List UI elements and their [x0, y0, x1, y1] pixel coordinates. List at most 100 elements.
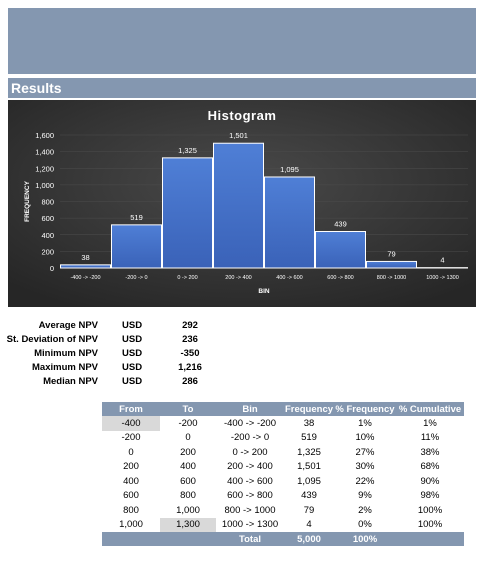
total-percent: 100%: [334, 532, 396, 546]
histogram-bar: [366, 260, 417, 269]
y-tick-label: 1,000: [35, 181, 54, 190]
cell-to[interactable]: 1,300: [160, 517, 216, 532]
cell-pct-cumulative[interactable]: 98%: [420, 490, 440, 502]
y-tick-label: 1,400: [35, 148, 54, 157]
chart-title: Histogram: [208, 108, 277, 123]
histogram-bar: [111, 224, 162, 269]
cell-pct-frequency[interactable]: 22%: [355, 475, 375, 487]
table-row: 200 400 200 -> 400 1,501 30% 68%: [102, 460, 464, 475]
table-row: -400 -200 -400 -> -200 38 1% 1%: [102, 416, 464, 431]
cell-from[interactable]: 600: [123, 490, 139, 502]
cell-pct-cumulative[interactable]: 100%: [417, 519, 443, 531]
cell-pct-cumulative[interactable]: 38%: [420, 446, 440, 458]
histogram-bar: [60, 264, 111, 269]
cell-pct-frequency[interactable]: 9%: [358, 490, 372, 502]
cell-from[interactable]: 0: [128, 446, 134, 458]
cell-from[interactable]: 400: [123, 475, 139, 487]
cell-bin[interactable]: 1000 -> 1300: [221, 519, 279, 531]
table-row: -200 0 -200 -> 0 519 10% 11%: [102, 431, 464, 446]
cell-bin[interactable]: -400 -> -200: [223, 417, 277, 429]
stat-value: 236: [182, 334, 198, 345]
x-tick-label: 600 -> 800: [327, 275, 353, 281]
stat-label: Average NPV: [38, 320, 98, 331]
cell-from[interactable]: -200: [121, 432, 141, 444]
cell-pct-cumulative[interactable]: 1%: [423, 417, 437, 429]
cell-from[interactable]: 800: [123, 504, 139, 516]
cell-pct-cumulative[interactable]: 90%: [420, 475, 440, 487]
y-tick-label: 0: [50, 264, 54, 273]
cell-frequency[interactable]: 79: [303, 504, 315, 516]
cell-from[interactable]: -400: [102, 416, 160, 431]
cell-frequency[interactable]: 439: [301, 490, 317, 502]
x-tick-label: 200 -> 400: [225, 275, 251, 281]
col-header-frequency: Frequency: [284, 402, 334, 416]
histogram-bar: [315, 231, 366, 269]
cell-bin[interactable]: 800 -> 1000: [224, 504, 276, 516]
cell-frequency[interactable]: 1,095: [297, 475, 321, 487]
cell-to[interactable]: 800: [180, 490, 196, 502]
x-tick-label: -200 -> 0: [125, 275, 147, 281]
stat-value: -350: [180, 348, 200, 359]
stat-unit: USD: [122, 334, 143, 345]
cell-pct-frequency[interactable]: 0%: [358, 519, 372, 531]
x-axis-label: BIN: [258, 288, 270, 295]
cell-to[interactable]: 0: [185, 432, 191, 444]
stat-unit: USD: [122, 362, 143, 373]
table-total-row: Total 5,000 100%: [102, 532, 464, 546]
cell-frequency[interactable]: 1,325: [297, 446, 321, 458]
cell-bin[interactable]: 200 -> 400: [227, 461, 273, 473]
y-axis-label: FREQUENCY: [24, 180, 31, 221]
cell-bin[interactable]: 400 -> 600: [227, 475, 273, 487]
stat-label: Maximum NPV: [32, 362, 98, 373]
y-tick-label: 1,600: [35, 131, 54, 140]
y-tick-label: 200: [41, 247, 54, 256]
cell-pct-cumulative[interactable]: 68%: [420, 461, 440, 473]
histogram-chart: Histogram 0 200 400 600 800 1,000 1,200 1,400 1,6…: [8, 100, 476, 307]
cell-frequency[interactable]: 4: [306, 519, 312, 531]
bar-data-label: 519: [130, 213, 143, 222]
cell-pct-frequency[interactable]: 10%: [355, 432, 375, 444]
cell-pct-cumulative[interactable]: 11%: [420, 432, 440, 444]
cell-bin[interactable]: 0 -> 200: [232, 446, 268, 458]
y-tick-label: 400: [41, 231, 54, 240]
x-tick-label: 0 -> 200: [177, 275, 197, 281]
cell-from[interactable]: 1,000: [119, 519, 143, 531]
frequency-table: From To Bin Frequency % Frequency % Cumu…: [102, 402, 464, 546]
cell-to[interactable]: 200: [180, 446, 196, 458]
table-header-row: From To Bin Frequency % Frequency % Cumu…: [102, 402, 464, 416]
histogram-bar: [213, 142, 264, 269]
stat-value: 292: [182, 320, 198, 331]
bar-data-label: 1,501: [229, 131, 248, 140]
cell-pct-frequency[interactable]: 1%: [358, 417, 372, 429]
cell-to[interactable]: 1,000: [176, 504, 200, 516]
cell-pct-cumulative[interactable]: 100%: [417, 504, 443, 516]
table-body: -400 -200 -400 -> -200 38 1% 1% -200 0 -200 -> 0…: [102, 416, 464, 532]
cell-bin[interactable]: 600 -> 800: [227, 490, 273, 502]
stat-label: Minimum NPV: [34, 348, 98, 359]
y-tick-label: 600: [41, 214, 54, 223]
col-header-bin: Bin: [216, 402, 284, 416]
bar-data-label: 1,095: [280, 165, 299, 174]
col-header-to: To: [160, 402, 216, 416]
stat-unit: USD: [122, 376, 143, 387]
cell-from[interactable]: 200: [123, 461, 139, 473]
bar-data-label: 4: [440, 256, 444, 265]
cell-to[interactable]: -200: [178, 417, 198, 429]
x-tick-label: 800 -> 1000: [377, 275, 407, 281]
stat-unit: USD: [122, 320, 143, 331]
stat-label: Median NPV: [43, 376, 98, 387]
histogram-bar: [162, 157, 213, 269]
cell-pct-frequency[interactable]: 27%: [355, 446, 375, 458]
cell-frequency[interactable]: 1,501: [297, 461, 321, 473]
table-row: 800 1,000 800 -> 1000 79 2% 100%: [102, 503, 464, 518]
cell-frequency[interactable]: 38: [303, 417, 315, 429]
table-row: 600 800 600 -> 800 439 9% 98%: [102, 489, 464, 504]
cell-to[interactable]: 600: [180, 475, 196, 487]
y-tick-label: 1,200: [35, 164, 54, 173]
cell-frequency[interactable]: 519: [301, 432, 317, 444]
cell-pct-frequency[interactable]: 30%: [355, 461, 375, 473]
total-spacer: [160, 532, 216, 546]
cell-bin[interactable]: -200 -> 0: [230, 432, 270, 444]
cell-to[interactable]: 400: [180, 461, 196, 473]
cell-pct-frequency[interactable]: 2%: [358, 504, 372, 516]
